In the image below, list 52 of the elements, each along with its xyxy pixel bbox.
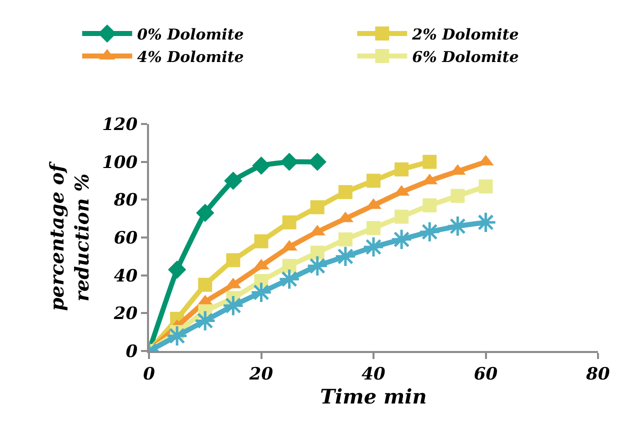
point <box>310 246 324 260</box>
y-tick-label: 40 <box>114 266 138 286</box>
point <box>450 188 465 203</box>
point <box>168 260 186 279</box>
point <box>198 278 212 292</box>
point <box>418 220 440 243</box>
point <box>282 258 296 273</box>
legend-label: 2% Dolomite <box>411 25 519 44</box>
point <box>280 152 298 171</box>
x-tick-label: 20 <box>248 364 274 384</box>
legend-label: 0% Dolomite <box>137 25 244 44</box>
point <box>334 246 356 268</box>
x-axis-title: Time min <box>320 384 427 408</box>
point <box>306 255 328 277</box>
point <box>390 228 412 250</box>
point <box>196 204 214 222</box>
point <box>338 232 352 246</box>
x-tick-label: 0 <box>143 364 156 384</box>
legend-label: 4% Dolomite <box>137 48 244 66</box>
legend-label: 6% Dolomite <box>412 48 519 66</box>
y-tick-label: 0 <box>126 342 138 362</box>
point <box>194 310 216 332</box>
point <box>478 179 493 194</box>
point <box>278 268 300 290</box>
point <box>366 174 380 188</box>
point <box>422 198 437 212</box>
point <box>362 236 384 258</box>
x-tick-label: 40 <box>362 364 386 384</box>
y-tick-label: 80 <box>114 190 138 211</box>
point <box>250 282 272 304</box>
point <box>282 215 296 230</box>
point <box>338 185 352 200</box>
point <box>224 172 242 190</box>
y-tick-label: 120 <box>102 114 138 135</box>
point <box>226 253 240 268</box>
y-tick-label: 60 <box>114 228 138 248</box>
point <box>166 325 188 347</box>
y-axis-title: percentage of reduction % <box>46 161 94 311</box>
point <box>446 215 469 237</box>
y-tick-label: 100 <box>102 152 138 173</box>
point <box>422 154 437 169</box>
point <box>310 200 324 214</box>
x-tick-label: 60 <box>474 364 498 384</box>
point <box>252 156 270 175</box>
point <box>394 162 409 176</box>
point <box>254 234 268 248</box>
point <box>222 294 244 316</box>
y-tick-label: 20 <box>112 304 138 324</box>
x-tick-label: 80 <box>586 364 610 384</box>
point <box>366 221 380 236</box>
point <box>394 210 409 224</box>
point <box>474 212 497 234</box>
